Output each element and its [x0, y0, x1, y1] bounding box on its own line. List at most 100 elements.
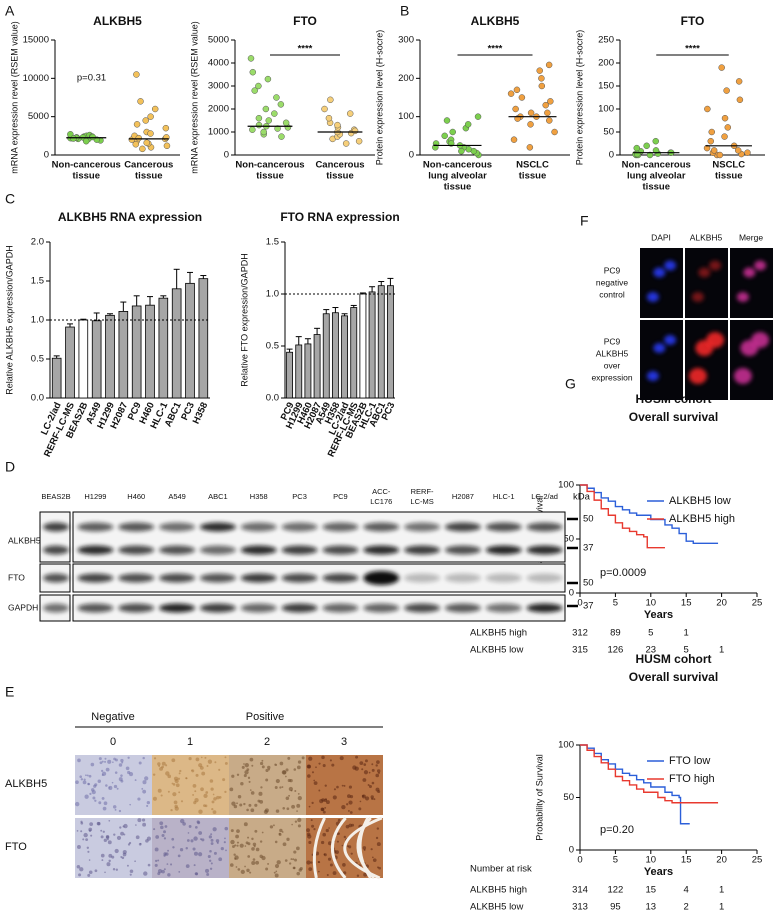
if-row-label: ALKBH5: [596, 348, 629, 358]
ihc-texture: [329, 759, 332, 762]
ihc-texture: [154, 863, 158, 867]
ihc-texture: [210, 842, 214, 845]
ihc-texture: [153, 828, 156, 831]
blot-band: [444, 573, 481, 583]
data-point: [249, 68, 257, 76]
ihc-texture: [261, 759, 264, 762]
data-point: [147, 130, 154, 137]
ihc-texture: [161, 765, 164, 769]
data-point: [163, 142, 171, 150]
blot-band: [526, 522, 563, 532]
ihc-texture: [324, 784, 327, 787]
category-label: Cancerous: [315, 160, 364, 171]
data-point: [464, 121, 472, 128]
ihc-texture: [157, 859, 160, 862]
data-point: [139, 145, 146, 153]
blot-band: [77, 545, 114, 555]
ihc-texture: [146, 804, 149, 807]
y-tick-label: 5000: [208, 35, 229, 46]
ihc-texture: [292, 866, 296, 870]
ihc-texture: [120, 774, 123, 777]
if-column-label: DAPI: [651, 232, 671, 242]
blot-band: [240, 545, 277, 555]
significance-label: ****: [685, 44, 700, 55]
ihc-texture: [252, 842, 257, 847]
ihc-texture: [365, 759, 368, 763]
ihc-texture: [120, 779, 124, 783]
ihc-texture: [85, 774, 87, 777]
ihc-texture: [297, 792, 300, 795]
ihc-texture: [190, 839, 194, 843]
ihc-texture: [171, 758, 176, 763]
ihc-texture: [188, 757, 192, 761]
x-axis-label: Years: [644, 866, 673, 878]
x-tick-label: 0: [577, 598, 582, 609]
ihc-texture: [231, 801, 236, 806]
ihc-texture: [224, 826, 229, 831]
ihc-texture: [313, 828, 316, 831]
y-tick-label: 1.5: [266, 237, 279, 248]
ihc-texture: [367, 784, 370, 787]
data-point: [346, 110, 354, 117]
lane-label: PC3: [292, 492, 307, 501]
ihc-texture: [267, 862, 270, 865]
panel-label: A: [5, 3, 15, 19]
if-nucleus: [709, 260, 722, 271]
ihc-texture: [336, 840, 339, 843]
ihc-texture: [254, 829, 258, 833]
legend-label: ALKBH5 high: [669, 513, 735, 525]
ihc-texture: [265, 778, 269, 782]
data-point: [274, 125, 281, 132]
ihc-texture: [167, 849, 169, 852]
chart-title: FTO RNA expression: [280, 210, 399, 224]
ihc-texture: [212, 827, 217, 832]
ihc-texture: [143, 871, 148, 876]
ihc-texture: [192, 783, 197, 788]
blot-band: [281, 522, 318, 532]
y-axis-label: Protein expression level (H-socre): [374, 30, 384, 166]
ihc-texture: [229, 787, 234, 792]
ihc-texture: [188, 825, 192, 828]
ihc-texture: [281, 831, 284, 833]
bar: [131, 305, 142, 399]
blot-band: [363, 522, 400, 532]
ihc-texture: [343, 835, 346, 839]
y-tick-label: 1.0: [31, 315, 44, 326]
x-axis-label: Years: [644, 609, 673, 621]
if-nucleus: [653, 343, 666, 353]
ihc-texture: [341, 804, 346, 810]
ihc-texture: [206, 764, 209, 767]
ihc-texture: [104, 757, 107, 760]
x-tick-label: 10: [646, 598, 657, 609]
ihc-texture: [179, 769, 182, 773]
data-point: [135, 134, 142, 142]
risk-value: 314: [572, 885, 588, 896]
ihc-texture: [96, 821, 101, 826]
ihc-texture: [322, 832, 327, 837]
x-tick-label: 20: [716, 598, 727, 609]
survival-curve: [580, 484, 665, 549]
ihc-texture: [213, 797, 217, 801]
data-point: [260, 128, 267, 136]
ihc-texture: [211, 800, 215, 804]
ihc-texture: [279, 761, 284, 766]
ihc-texture: [203, 793, 208, 798]
ihc-texture: [358, 807, 362, 811]
ihc-texture: [212, 810, 217, 814]
ihc-texture: [301, 756, 305, 760]
panel-label: B: [400, 3, 409, 19]
data-point: [271, 110, 278, 117]
ihc-texture: [209, 867, 213, 870]
risk-value: 5: [684, 645, 689, 656]
ihc-row-label: ALKBH5: [5, 778, 47, 790]
ihc-texture: [296, 871, 301, 876]
ihc-texture: [274, 840, 278, 844]
y-tick-label: 3000: [208, 81, 229, 92]
ihc-texture: [112, 761, 114, 764]
data-point: [634, 150, 641, 158]
data-point: [633, 144, 641, 152]
ihc-texture: [152, 796, 157, 801]
ihc-texture: [121, 856, 125, 860]
data-point: [652, 147, 660, 154]
ihc-texture: [286, 837, 290, 841]
